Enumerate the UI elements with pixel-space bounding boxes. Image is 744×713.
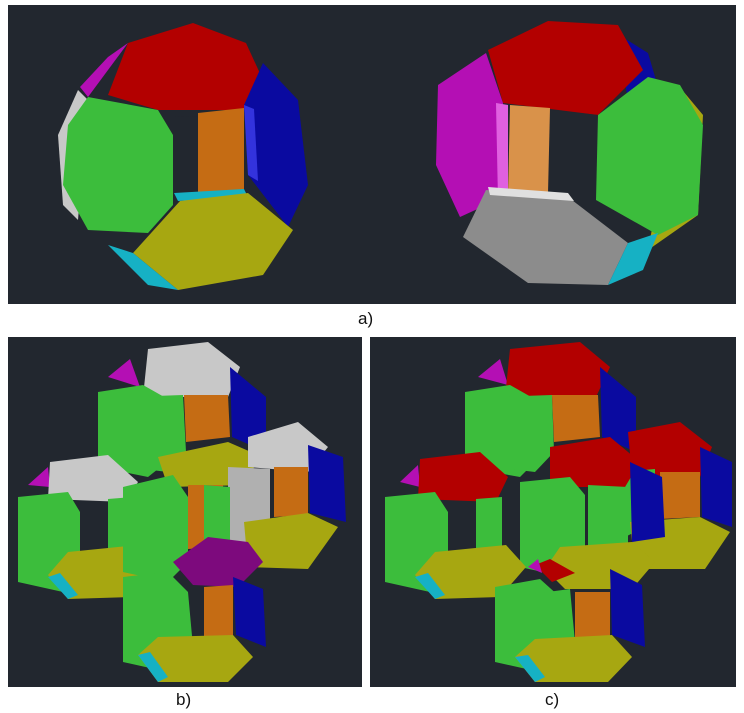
cyan-face <box>138 652 168 682</box>
green-face-front <box>494 395 554 472</box>
red-top-face <box>108 23 263 110</box>
cell-middle <box>520 437 665 589</box>
light-gray-top-face <box>248 422 328 472</box>
olive-face <box>515 635 632 682</box>
cell-right <box>228 422 346 569</box>
panel-b-drawing <box>18 342 346 682</box>
magenta-left-face <box>436 53 508 217</box>
polyhedron-right <box>436 21 703 285</box>
blue-face <box>600 367 636 452</box>
green-face-right <box>204 485 230 549</box>
olive-bottom-face <box>133 193 293 290</box>
orange-face <box>660 472 700 519</box>
olive-face <box>545 542 655 589</box>
blue-right-face <box>244 63 308 227</box>
magenta-face <box>528 559 542 573</box>
panel-c <box>370 337 736 687</box>
light-gray-top-face <box>48 455 138 502</box>
green-face-front <box>126 395 186 472</box>
red-top-face <box>505 342 610 397</box>
blue-face <box>308 445 346 522</box>
green-face <box>123 475 188 582</box>
blue-face <box>700 447 732 527</box>
panel-a <box>8 5 736 304</box>
polyhedron-left <box>58 23 308 290</box>
orange-face <box>184 395 230 442</box>
panel-c-drawing <box>385 342 732 682</box>
light-gray-top-face <box>143 342 240 397</box>
orange-face <box>204 585 233 639</box>
cell-left <box>385 452 526 599</box>
orange-face <box>575 592 610 639</box>
magenta-face <box>108 359 140 387</box>
panel-b <box>8 337 362 687</box>
green-left-face <box>63 97 173 233</box>
cell-back-top <box>98 342 266 487</box>
label-c: c) <box>545 690 560 709</box>
magenta-face <box>28 467 50 487</box>
cyan-bottom-face <box>608 233 658 285</box>
magenta-face <box>400 465 420 487</box>
cell-bottom <box>123 572 266 682</box>
magenta-left-face-edge <box>496 103 510 200</box>
blue-face <box>610 569 645 647</box>
cyan-bottom-face <box>108 245 178 290</box>
green-face-right <box>476 497 502 551</box>
orange-face <box>552 395 600 442</box>
cyan-face <box>415 573 445 599</box>
cell-back-top <box>465 342 636 477</box>
red-top-face <box>418 452 508 502</box>
orange-inner-face <box>198 108 244 197</box>
opening <box>448 505 476 549</box>
green-face-right <box>588 485 628 547</box>
red-top-face <box>488 21 643 115</box>
cell-center <box>123 475 263 587</box>
green-right-face <box>596 77 703 235</box>
red-top-face <box>628 422 712 477</box>
blue-right-face-edge <box>244 105 258 181</box>
blue-face <box>233 577 266 647</box>
cyan-face <box>48 573 78 599</box>
red-top-face <box>550 437 640 487</box>
blue-face <box>230 367 266 452</box>
label-a: a) <box>358 309 374 328</box>
label-b: b) <box>176 690 192 709</box>
olive-face <box>244 513 338 569</box>
blue-face <box>630 462 665 542</box>
gray-bottom-face-edge <box>488 187 574 201</box>
tan-inner-face <box>508 105 550 195</box>
olive-face <box>138 635 253 682</box>
red-top-face <box>535 559 575 582</box>
olive-face <box>415 545 526 599</box>
panel-a-drawing <box>58 21 703 290</box>
orange-face <box>274 467 308 517</box>
magenta-face <box>478 359 508 385</box>
cell-bottom <box>495 559 645 682</box>
magenta-side-face <box>80 43 128 97</box>
purple-face <box>173 537 263 587</box>
cyan-face <box>515 655 545 682</box>
gray-bottom-face <box>463 190 628 285</box>
opening <box>80 505 108 549</box>
